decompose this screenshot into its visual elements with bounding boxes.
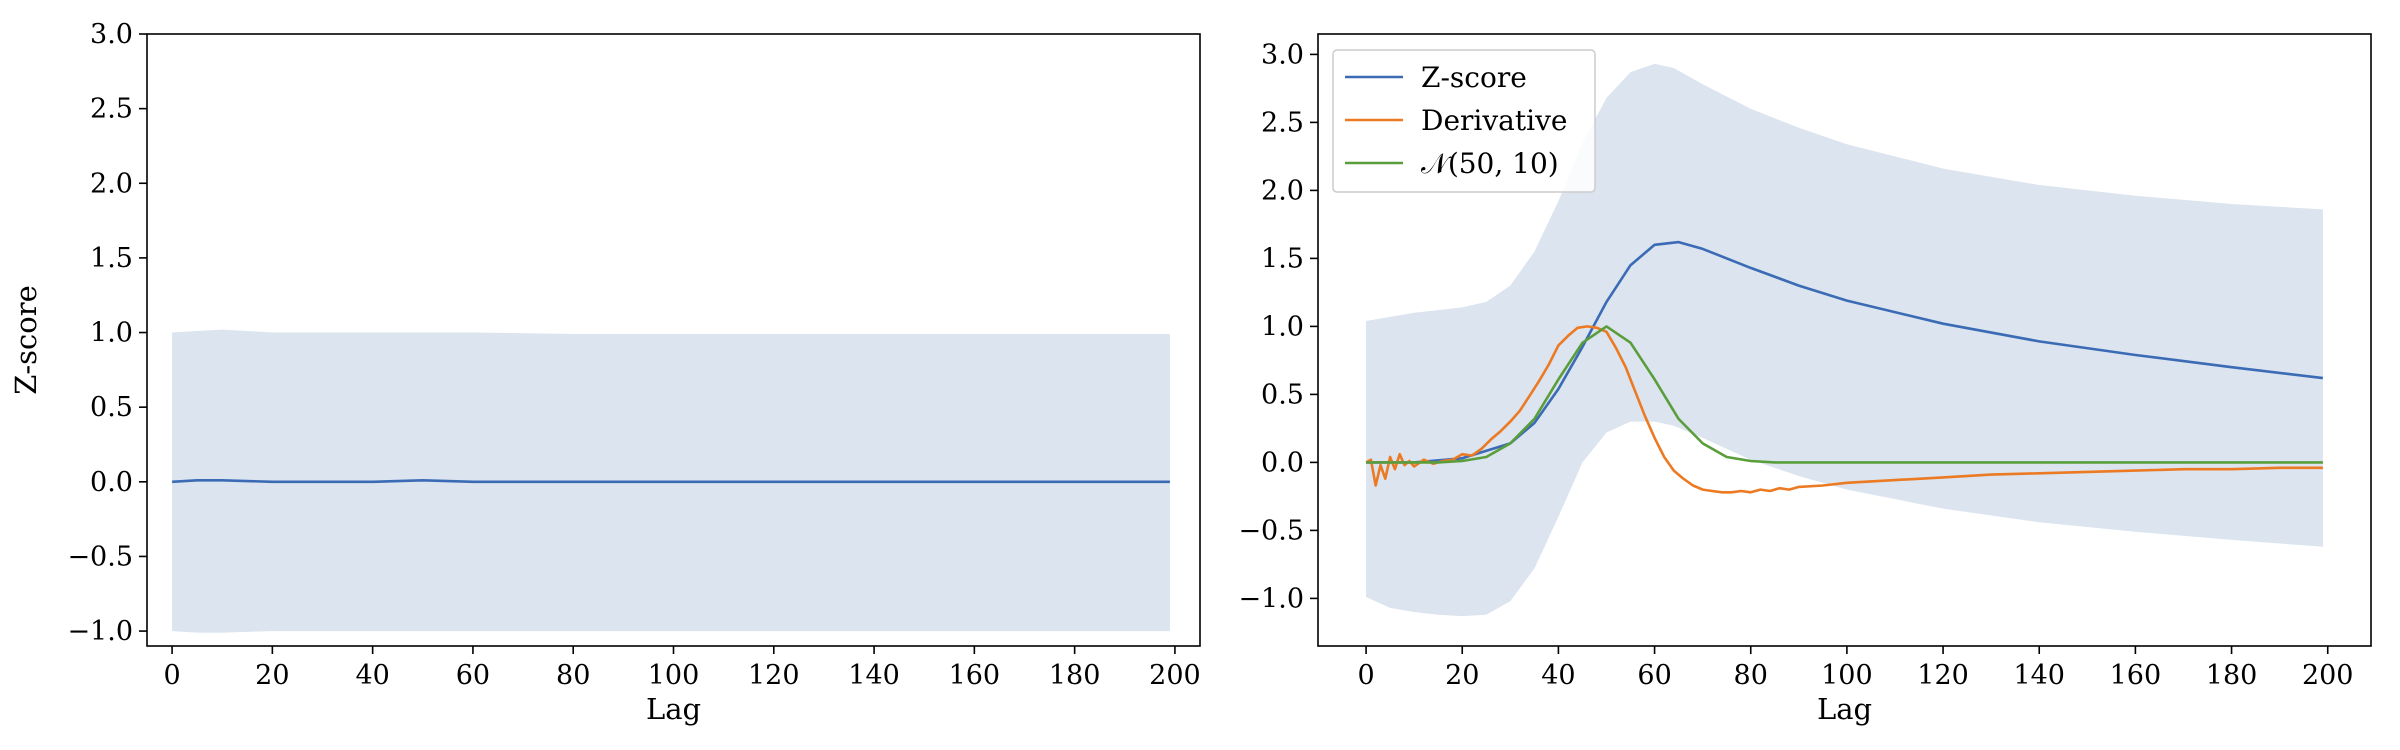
x-tick-label: 180 <box>2206 660 2258 691</box>
y-tick-label: 3.0 <box>90 19 133 50</box>
y-tick-label: 2.0 <box>1261 175 1304 206</box>
y-tick-label: 0.5 <box>90 392 133 423</box>
legend-label-zscore: Z-score <box>1421 61 1527 94</box>
x-axis-ticks: 0 20 40 60 80 100 120 140 160 180 200 <box>163 646 1201 691</box>
x-tick-label: 120 <box>1917 660 1969 691</box>
confidence-band <box>1366 63 2323 617</box>
confidence-band-layer <box>1366 63 2323 617</box>
x-tick-label: 40 <box>355 660 389 691</box>
series-line-zscore <box>172 478 1170 484</box>
right-panel: 0 20 40 60 80 100 120 140 160 180 200 −1.0 −0.5 0.0 0… <box>1238 33 2372 726</box>
y-tick-label: 1.0 <box>90 318 133 349</box>
x-tick-label: 0 <box>163 660 180 691</box>
x-tick-label: 20 <box>1445 660 1479 691</box>
y-tick-label: 1.5 <box>1261 243 1304 274</box>
x-tick-label: 80 <box>1734 660 1768 691</box>
y-tick-label: 2.0 <box>90 168 133 199</box>
x-tick-label: 60 <box>456 660 490 691</box>
y-tick-label: −1.0 <box>67 616 133 647</box>
y-tick-label: 0.0 <box>1261 447 1304 478</box>
y-tick-label: −0.5 <box>1238 515 1304 546</box>
series-layer <box>172 478 1170 484</box>
x-tick-label: 120 <box>748 660 800 691</box>
y-tick-label: 1.5 <box>90 243 133 274</box>
x-tick-label: 40 <box>1541 660 1575 691</box>
x-tick-label: 200 <box>2302 660 2354 691</box>
x-tick-label: 80 <box>556 660 590 691</box>
legend-label-derivative: Derivative <box>1421 104 1567 137</box>
x-tick-label: 20 <box>255 660 289 691</box>
x-tick-label: 180 <box>1049 660 1101 691</box>
x-axis-label: Lag <box>1817 692 1872 726</box>
plot-frame <box>1317 33 2372 647</box>
y-tick-label: −0.5 <box>67 541 133 572</box>
x-tick-label: 160 <box>2110 660 2162 691</box>
x-axis-ticks: 0 20 40 60 80 100 120 140 160 180 200 <box>1357 646 2353 691</box>
x-tick-label: 200 <box>1149 660 1201 691</box>
left-panel: 0 20 40 60 80 100 120 140 160 180 200 −1.0 −0.5 0.0 0… <box>9 19 1201 726</box>
y-tick-label: 3.0 <box>1261 39 1304 70</box>
x-tick-label: 140 <box>2013 660 2065 691</box>
x-tick-label: 100 <box>648 660 700 691</box>
y-tick-label: 1.0 <box>1261 311 1304 342</box>
legend-box <box>1332 49 1596 193</box>
x-tick-label: 100 <box>1821 660 1873 691</box>
x-tick-label: 140 <box>848 660 900 691</box>
y-tick-label: 0.5 <box>1261 379 1304 410</box>
y-axis-ticks: −1.0 −0.5 0.0 0.5 1.0 1.5 2.0 2.5 3.0 <box>67 19 147 647</box>
x-tick-label: 60 <box>1637 660 1671 691</box>
x-tick-label: 0 <box>1357 660 1374 691</box>
y-tick-label: 0.0 <box>90 467 133 498</box>
y-tick-label: −1.0 <box>1238 583 1304 614</box>
legend-label-normal: 𝒩(50, 10) <box>1421 147 1559 180</box>
x-tick-label: 160 <box>949 660 1001 691</box>
series-line-normal <box>1366 325 2323 464</box>
series-layer <box>1365 240 2324 494</box>
legend: Z-score Derivative 𝒩(50, 10) <box>1332 49 1596 193</box>
y-axis-ticks: −1.0 −0.5 0.0 0.5 1.0 1.5 2.0 2.5 3.0 <box>1238 39 1318 614</box>
y-axis-label: Z-score <box>9 285 43 395</box>
y-tick-label: 2.5 <box>1261 107 1304 138</box>
y-tick-label: 2.5 <box>90 94 133 125</box>
x-axis-label: Lag <box>646 692 701 726</box>
